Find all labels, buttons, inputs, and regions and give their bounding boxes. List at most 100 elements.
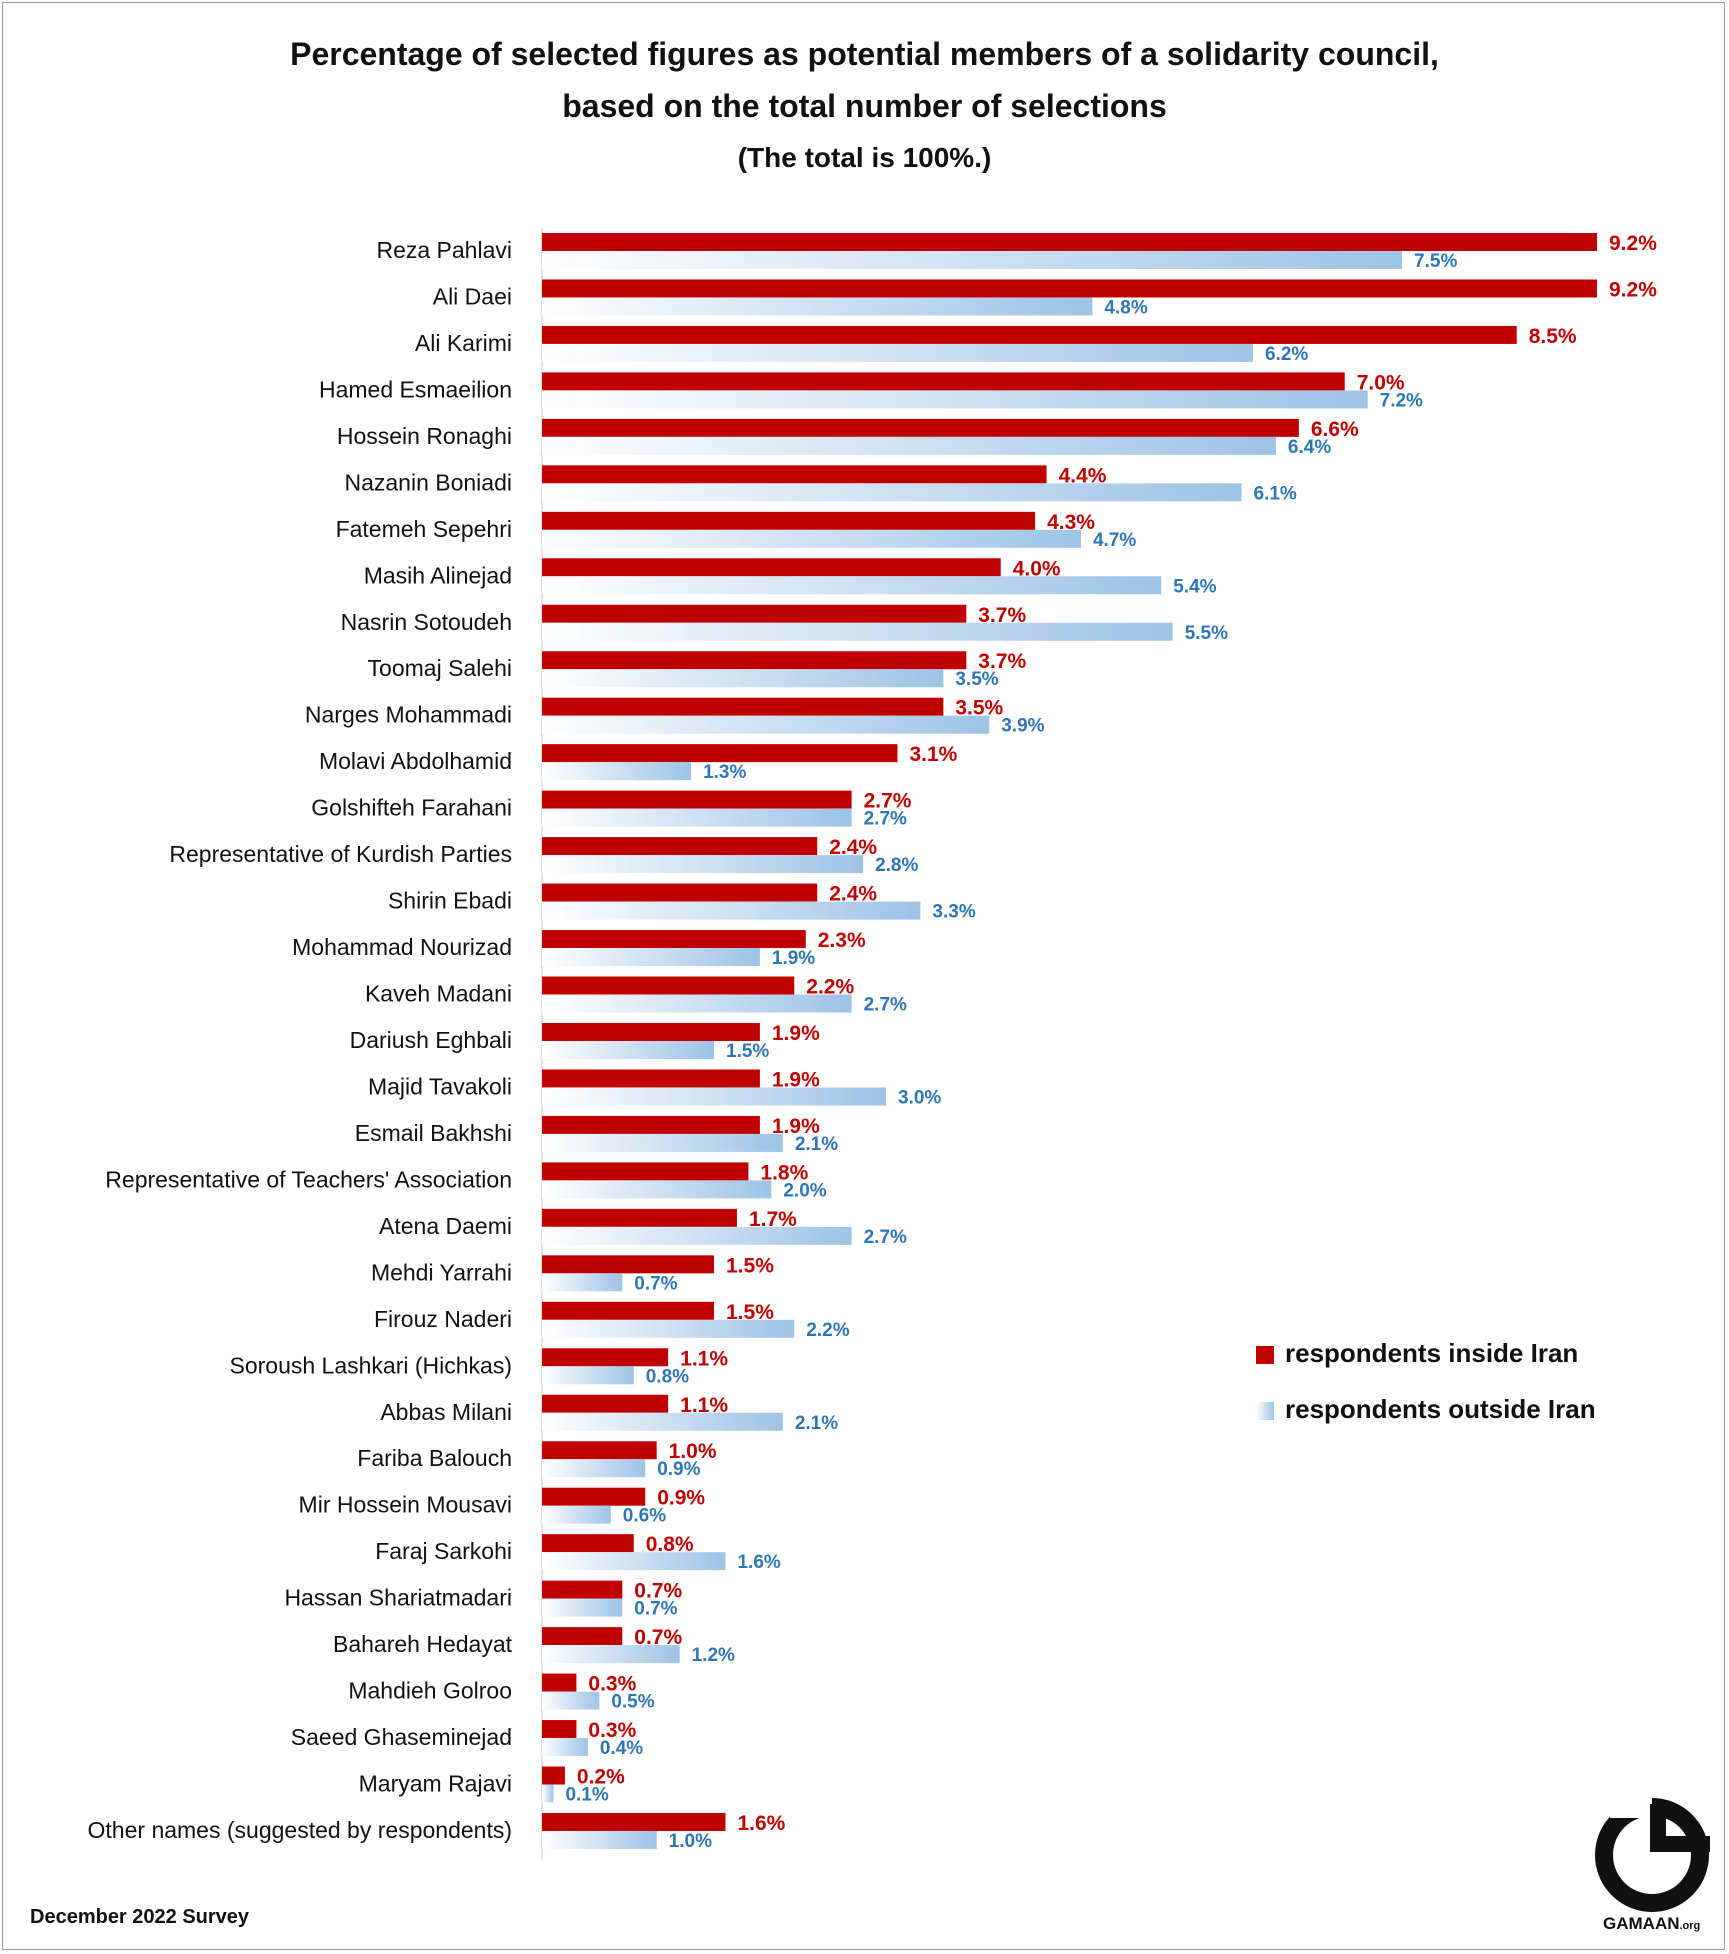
value-label-outside-iran: 2.0%	[783, 1180, 826, 1201]
value-label-outside-iran: 0.7%	[634, 1273, 677, 1294]
bar-inside-iran	[542, 1394, 669, 1413]
value-label-inside-iran: 1.9%	[772, 1068, 820, 1091]
legend-swatch-inside-iran	[1256, 1346, 1274, 1364]
value-label-outside-iran: 6.2%	[1265, 344, 1308, 365]
bar-inside-iran	[542, 1115, 760, 1134]
bar-inside-iran	[542, 604, 967, 623]
bar-inside-iran	[542, 1580, 623, 1599]
bar-inside-iran	[542, 1766, 565, 1785]
category-label: Mehdi Yarrahi	[371, 1259, 512, 1285]
bar-inside-iran	[542, 1301, 715, 1320]
value-label-outside-iran: 4.8%	[1104, 297, 1147, 318]
bar-outside-iran	[542, 1784, 554, 1803]
bar-inside-iran	[542, 930, 806, 949]
bar-inside-iran	[542, 1348, 669, 1367]
bar-outside-iran	[542, 1319, 795, 1338]
value-label-inside-iran: 1.5%	[726, 1301, 774, 1324]
bar-inside-iran	[542, 279, 1597, 298]
value-label-outside-iran: 7.2%	[1380, 390, 1423, 411]
bar-inside-iran	[542, 465, 1047, 484]
survey-date: December 2022 Survey	[30, 1906, 250, 1928]
bar-inside-iran	[542, 1208, 737, 1227]
bar-inside-iran	[542, 1255, 715, 1274]
value-label-outside-iran: 2.7%	[864, 809, 907, 830]
bar-inside-iran	[542, 418, 1299, 437]
bar-outside-iran	[542, 948, 760, 967]
bar-outside-iran	[542, 1738, 588, 1757]
bar-inside-iran	[542, 976, 795, 995]
category-label: Soroush Lashkari (Hichkas)	[229, 1352, 512, 1378]
bar-inside-iran	[542, 744, 898, 763]
category-label: Fatemeh Sepehri	[336, 516, 512, 542]
value-label-inside-iran: 4.4%	[1059, 464, 1107, 487]
value-label-outside-iran: 3.5%	[955, 669, 998, 690]
value-label-inside-iran: 0.3%	[588, 1673, 636, 1696]
brand-name: GAMAAN.org	[1603, 1914, 1700, 1934]
bar-outside-iran	[542, 343, 1253, 362]
value-label-inside-iran: 2.7%	[864, 790, 912, 813]
value-label-inside-iran: 1.0%	[669, 1440, 717, 1463]
category-label: Hossein Ronaghi	[337, 423, 512, 449]
bar-outside-iran	[542, 1180, 772, 1199]
bar-outside-iran	[542, 297, 1093, 316]
value-label-inside-iran: 0.2%	[577, 1766, 625, 1789]
bar-outside-iran	[542, 1830, 657, 1849]
value-label-inside-iran: 4.0%	[1013, 557, 1061, 580]
value-label-inside-iran: 9.2%	[1609, 232, 1657, 255]
bar-inside-iran	[542, 372, 1345, 391]
value-label-outside-iran: 3.3%	[932, 902, 975, 923]
bar-outside-iran	[542, 994, 852, 1013]
category-label: Hassan Shariatmadari	[284, 1585, 512, 1611]
value-label-outside-iran: 0.9%	[657, 1459, 700, 1480]
value-label-inside-iran: 2.4%	[829, 836, 877, 859]
category-label: Fariba Balouch	[357, 1445, 512, 1471]
value-label-inside-iran: 1.8%	[760, 1161, 808, 1184]
brand-suffix: .org	[1679, 1920, 1701, 1932]
bar-outside-iran	[542, 1226, 852, 1245]
category-label: Mohammad Nourizad	[292, 934, 512, 960]
bar-outside-iran	[542, 808, 852, 827]
bar-outside-iran	[542, 529, 1081, 548]
value-label-outside-iran: 2.1%	[795, 1413, 838, 1434]
bar-outside-iran	[542, 762, 692, 781]
chart-subtitle: (The total is 100%.)	[737, 142, 992, 173]
category-label: Ali Karimi	[415, 330, 512, 356]
category-label: Esmail Bakhshi	[355, 1120, 512, 1146]
category-label: Mir Hossein Mousavi	[299, 1492, 512, 1518]
value-label-outside-iran: 1.5%	[726, 1041, 769, 1062]
bar-inside-iran	[542, 325, 1517, 344]
value-label-outside-iran: 7.5%	[1414, 251, 1457, 272]
legend-label-inside-iran: respondents inside Iran	[1285, 1338, 1578, 1368]
bar-outside-iran	[542, 1691, 600, 1710]
value-label-outside-iran: 1.9%	[772, 948, 815, 969]
value-label-inside-iran: 0.8%	[646, 1533, 694, 1556]
value-label-inside-iran: 9.2%	[1609, 278, 1657, 301]
category-label: Atena Daemi	[379, 1213, 512, 1239]
bar-inside-iran	[542, 883, 818, 902]
category-label: Masih Alinejad	[364, 562, 512, 588]
bar-outside-iran	[542, 715, 990, 734]
bar-inside-iran	[542, 837, 818, 856]
value-label-inside-iran: 2.3%	[818, 929, 866, 952]
value-label-inside-iran: 1.7%	[749, 1208, 797, 1231]
category-label: Ali Daei	[433, 283, 512, 309]
value-label-inside-iran: 1.9%	[772, 1022, 820, 1045]
brand-name-text: GAMAAN	[1603, 1914, 1680, 1933]
category-label: Representative of Teachers' Association	[105, 1166, 512, 1192]
value-label-inside-iran: 1.1%	[680, 1347, 728, 1370]
bar-inside-iran	[542, 1627, 623, 1646]
bar-inside-iran	[542, 511, 1036, 530]
bar-outside-iran	[542, 855, 864, 874]
bar-outside-iran	[542, 390, 1368, 409]
bar-outside-iran	[542, 251, 1403, 269]
category-label: Hamed Esmaeilion	[319, 376, 512, 402]
value-label-inside-iran: 1.9%	[772, 1115, 820, 1138]
value-label-outside-iran: 5.5%	[1185, 623, 1228, 644]
value-label-outside-iran: 5.4%	[1173, 576, 1216, 597]
chart-title-line-2: based on the total number of selections	[562, 88, 1167, 124]
bar-inside-iran	[542, 1534, 634, 1553]
value-label-outside-iran: 2.7%	[864, 1227, 907, 1248]
bar-inside-iran	[542, 1673, 577, 1692]
bar-outside-iran	[542, 1366, 634, 1385]
legend-swatch-outside-iran	[1256, 1402, 1274, 1420]
